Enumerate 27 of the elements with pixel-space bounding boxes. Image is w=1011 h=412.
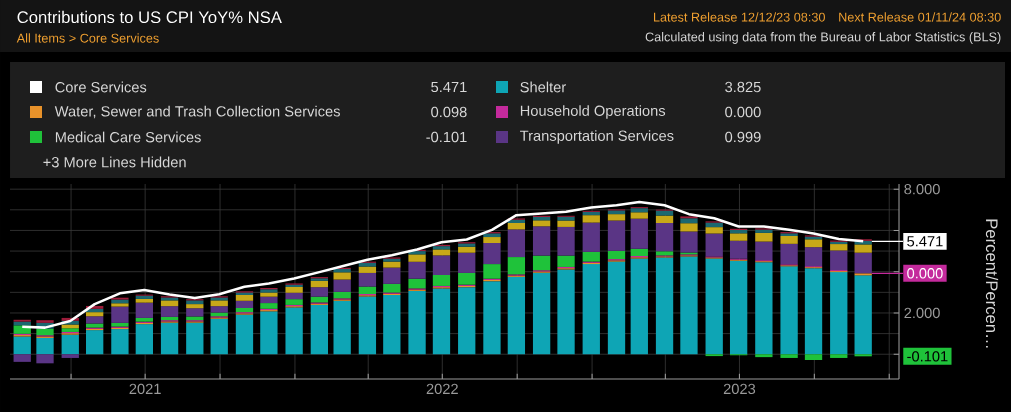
- chart-subtitle: All Items > Core Services: [16, 33, 159, 43]
- text: Latest Release 12/12/23 08:30: [653, 12, 825, 22]
- text: -0.101: [426, 131, 467, 143]
- legend-label: Water, Sewer and Trash Collection Services: [54, 105, 340, 119]
- legend-label: Medical Care Services: [55, 131, 201, 143]
- x-tick-label: 2023: [723, 383, 756, 395]
- y-axis-title: Percent/Percen…: [985, 219, 999, 348]
- y-tick-label: 2.000: [904, 307, 940, 319]
- chart-title: Contributions to US CPI YoY% NSA: [17, 10, 282, 24]
- x-tick-label: 2022: [426, 383, 458, 395]
- annotation: 0.000: [907, 268, 943, 279]
- legend-label: Transportation Services: [520, 130, 674, 144]
- text: Calculated using data from the Bureau of Labor Statistics (BLS): [645, 32, 1001, 44]
- text: 0.098: [431, 106, 467, 118]
- annotation: 5.471: [907, 236, 943, 247]
- text: +3 More Lines Hidden: [43, 156, 186, 168]
- text: 0.000: [725, 106, 761, 118]
- text: Next Release 01/11/24 08:30: [839, 12, 1001, 22]
- text: 0.999: [725, 131, 761, 143]
- text: -0.101: [907, 351, 948, 362]
- x-tick-label: 2021: [129, 383, 161, 395]
- text: 3.825: [725, 81, 761, 93]
- legend-label: Shelter: [520, 81, 566, 93]
- text: 5.471: [431, 81, 467, 93]
- legend-label: Household Operations: [520, 105, 666, 119]
- legend-label: Core Services: [55, 81, 147, 93]
- y-tick-label: 8.000: [904, 183, 940, 195]
